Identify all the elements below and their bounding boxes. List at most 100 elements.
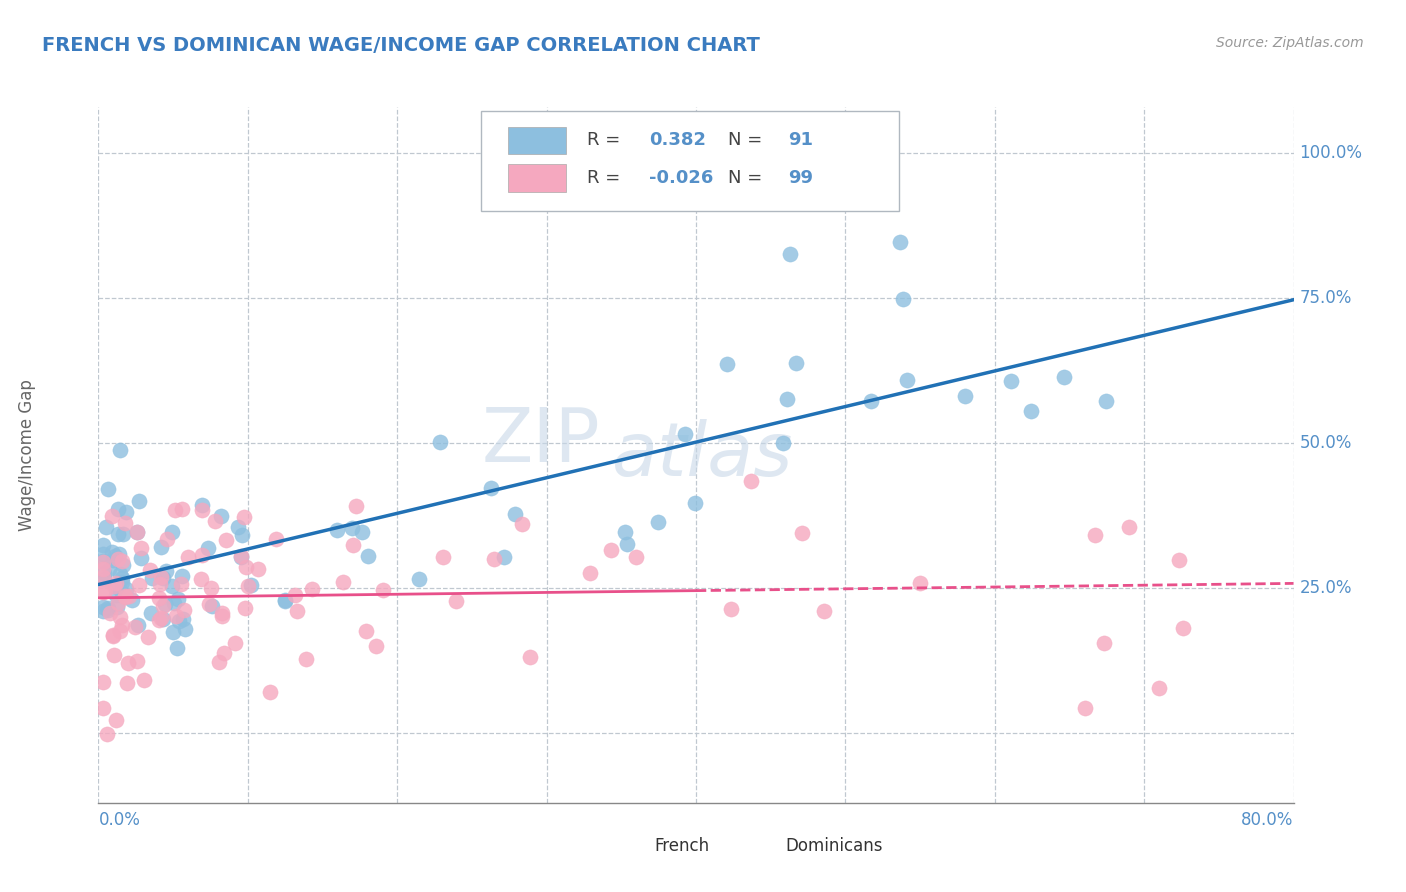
Text: FRENCH VS DOMINICAN WAGE/INCOME GAP CORRELATION CHART: FRENCH VS DOMINICAN WAGE/INCOME GAP CORR… — [42, 36, 761, 54]
Point — [114, 516, 136, 531]
Text: 75.0%: 75.0% — [1299, 289, 1353, 308]
Point — [165, 608, 187, 623]
Point — [332, 574, 354, 589]
Point — [259, 685, 281, 699]
Point — [274, 594, 297, 608]
Point — [108, 547, 131, 561]
Point — [190, 572, 212, 586]
Point — [201, 599, 224, 614]
Point — [108, 442, 131, 457]
Point — [896, 373, 918, 387]
Text: Wage/Income Gap: Wage/Income Gap — [18, 379, 35, 531]
Point — [214, 646, 236, 660]
Point — [91, 555, 114, 569]
Point — [600, 542, 623, 557]
Point — [204, 515, 226, 529]
Point — [673, 427, 696, 442]
Point — [356, 549, 378, 563]
Point — [177, 549, 200, 564]
Point — [111, 571, 134, 585]
Point — [111, 617, 134, 632]
Point — [1052, 370, 1074, 384]
Point — [91, 585, 114, 599]
Point — [149, 610, 172, 624]
Point — [503, 507, 526, 521]
Text: 100.0%: 100.0% — [1299, 145, 1362, 162]
Point — [647, 515, 669, 529]
Point — [93, 566, 115, 581]
Point — [776, 392, 799, 406]
Point — [953, 389, 976, 403]
Point — [91, 554, 114, 568]
Point — [104, 575, 127, 590]
Text: atlas: atlas — [612, 419, 794, 491]
Point — [118, 589, 141, 603]
Point — [152, 612, 174, 626]
Point — [162, 624, 184, 639]
Text: ZIP: ZIP — [482, 404, 600, 477]
Point — [139, 606, 162, 620]
Point — [94, 583, 117, 598]
Point — [112, 558, 135, 572]
Point — [340, 521, 363, 535]
Point — [231, 528, 253, 542]
FancyBboxPatch shape — [733, 833, 778, 859]
Point — [813, 604, 835, 618]
Point — [104, 549, 127, 563]
Point — [215, 533, 238, 547]
Point — [208, 655, 231, 669]
Point — [98, 606, 121, 620]
Point — [198, 597, 221, 611]
Point — [111, 554, 134, 568]
Point — [101, 553, 124, 567]
Point — [484, 552, 506, 566]
Point — [246, 562, 269, 576]
Point — [740, 474, 762, 488]
Point — [167, 591, 190, 606]
Point — [108, 566, 131, 581]
Point — [1019, 404, 1042, 418]
Point — [149, 570, 172, 584]
Point — [91, 604, 114, 618]
Point — [91, 600, 114, 615]
Point — [149, 577, 172, 591]
Point — [197, 541, 219, 555]
Point — [579, 566, 602, 580]
Point — [908, 576, 931, 591]
Point — [233, 509, 256, 524]
Point — [105, 588, 128, 602]
Point — [224, 636, 246, 650]
Point — [104, 579, 127, 593]
Point — [1092, 635, 1115, 649]
Point — [785, 356, 807, 370]
Point — [479, 481, 502, 495]
Point — [149, 540, 172, 554]
Point — [236, 579, 259, 593]
Point — [772, 435, 794, 450]
Point — [170, 569, 193, 583]
Point — [191, 503, 214, 517]
Point — [301, 582, 323, 596]
Point — [160, 579, 183, 593]
Point — [235, 560, 257, 574]
Point — [114, 590, 136, 604]
Point — [104, 579, 127, 593]
Point — [129, 551, 152, 566]
Point — [432, 550, 454, 565]
Point — [274, 592, 297, 607]
Point — [114, 582, 136, 596]
Point — [1073, 701, 1095, 715]
Point — [373, 583, 395, 598]
Point — [127, 617, 149, 632]
Point — [110, 575, 132, 590]
Point — [101, 629, 124, 643]
Point — [117, 657, 139, 671]
Point — [91, 562, 114, 576]
Point — [1095, 393, 1118, 408]
Point — [1084, 528, 1107, 542]
Point — [174, 622, 197, 636]
Point — [229, 549, 252, 564]
Point — [96, 519, 118, 533]
Point — [408, 572, 430, 586]
Point — [128, 577, 150, 591]
